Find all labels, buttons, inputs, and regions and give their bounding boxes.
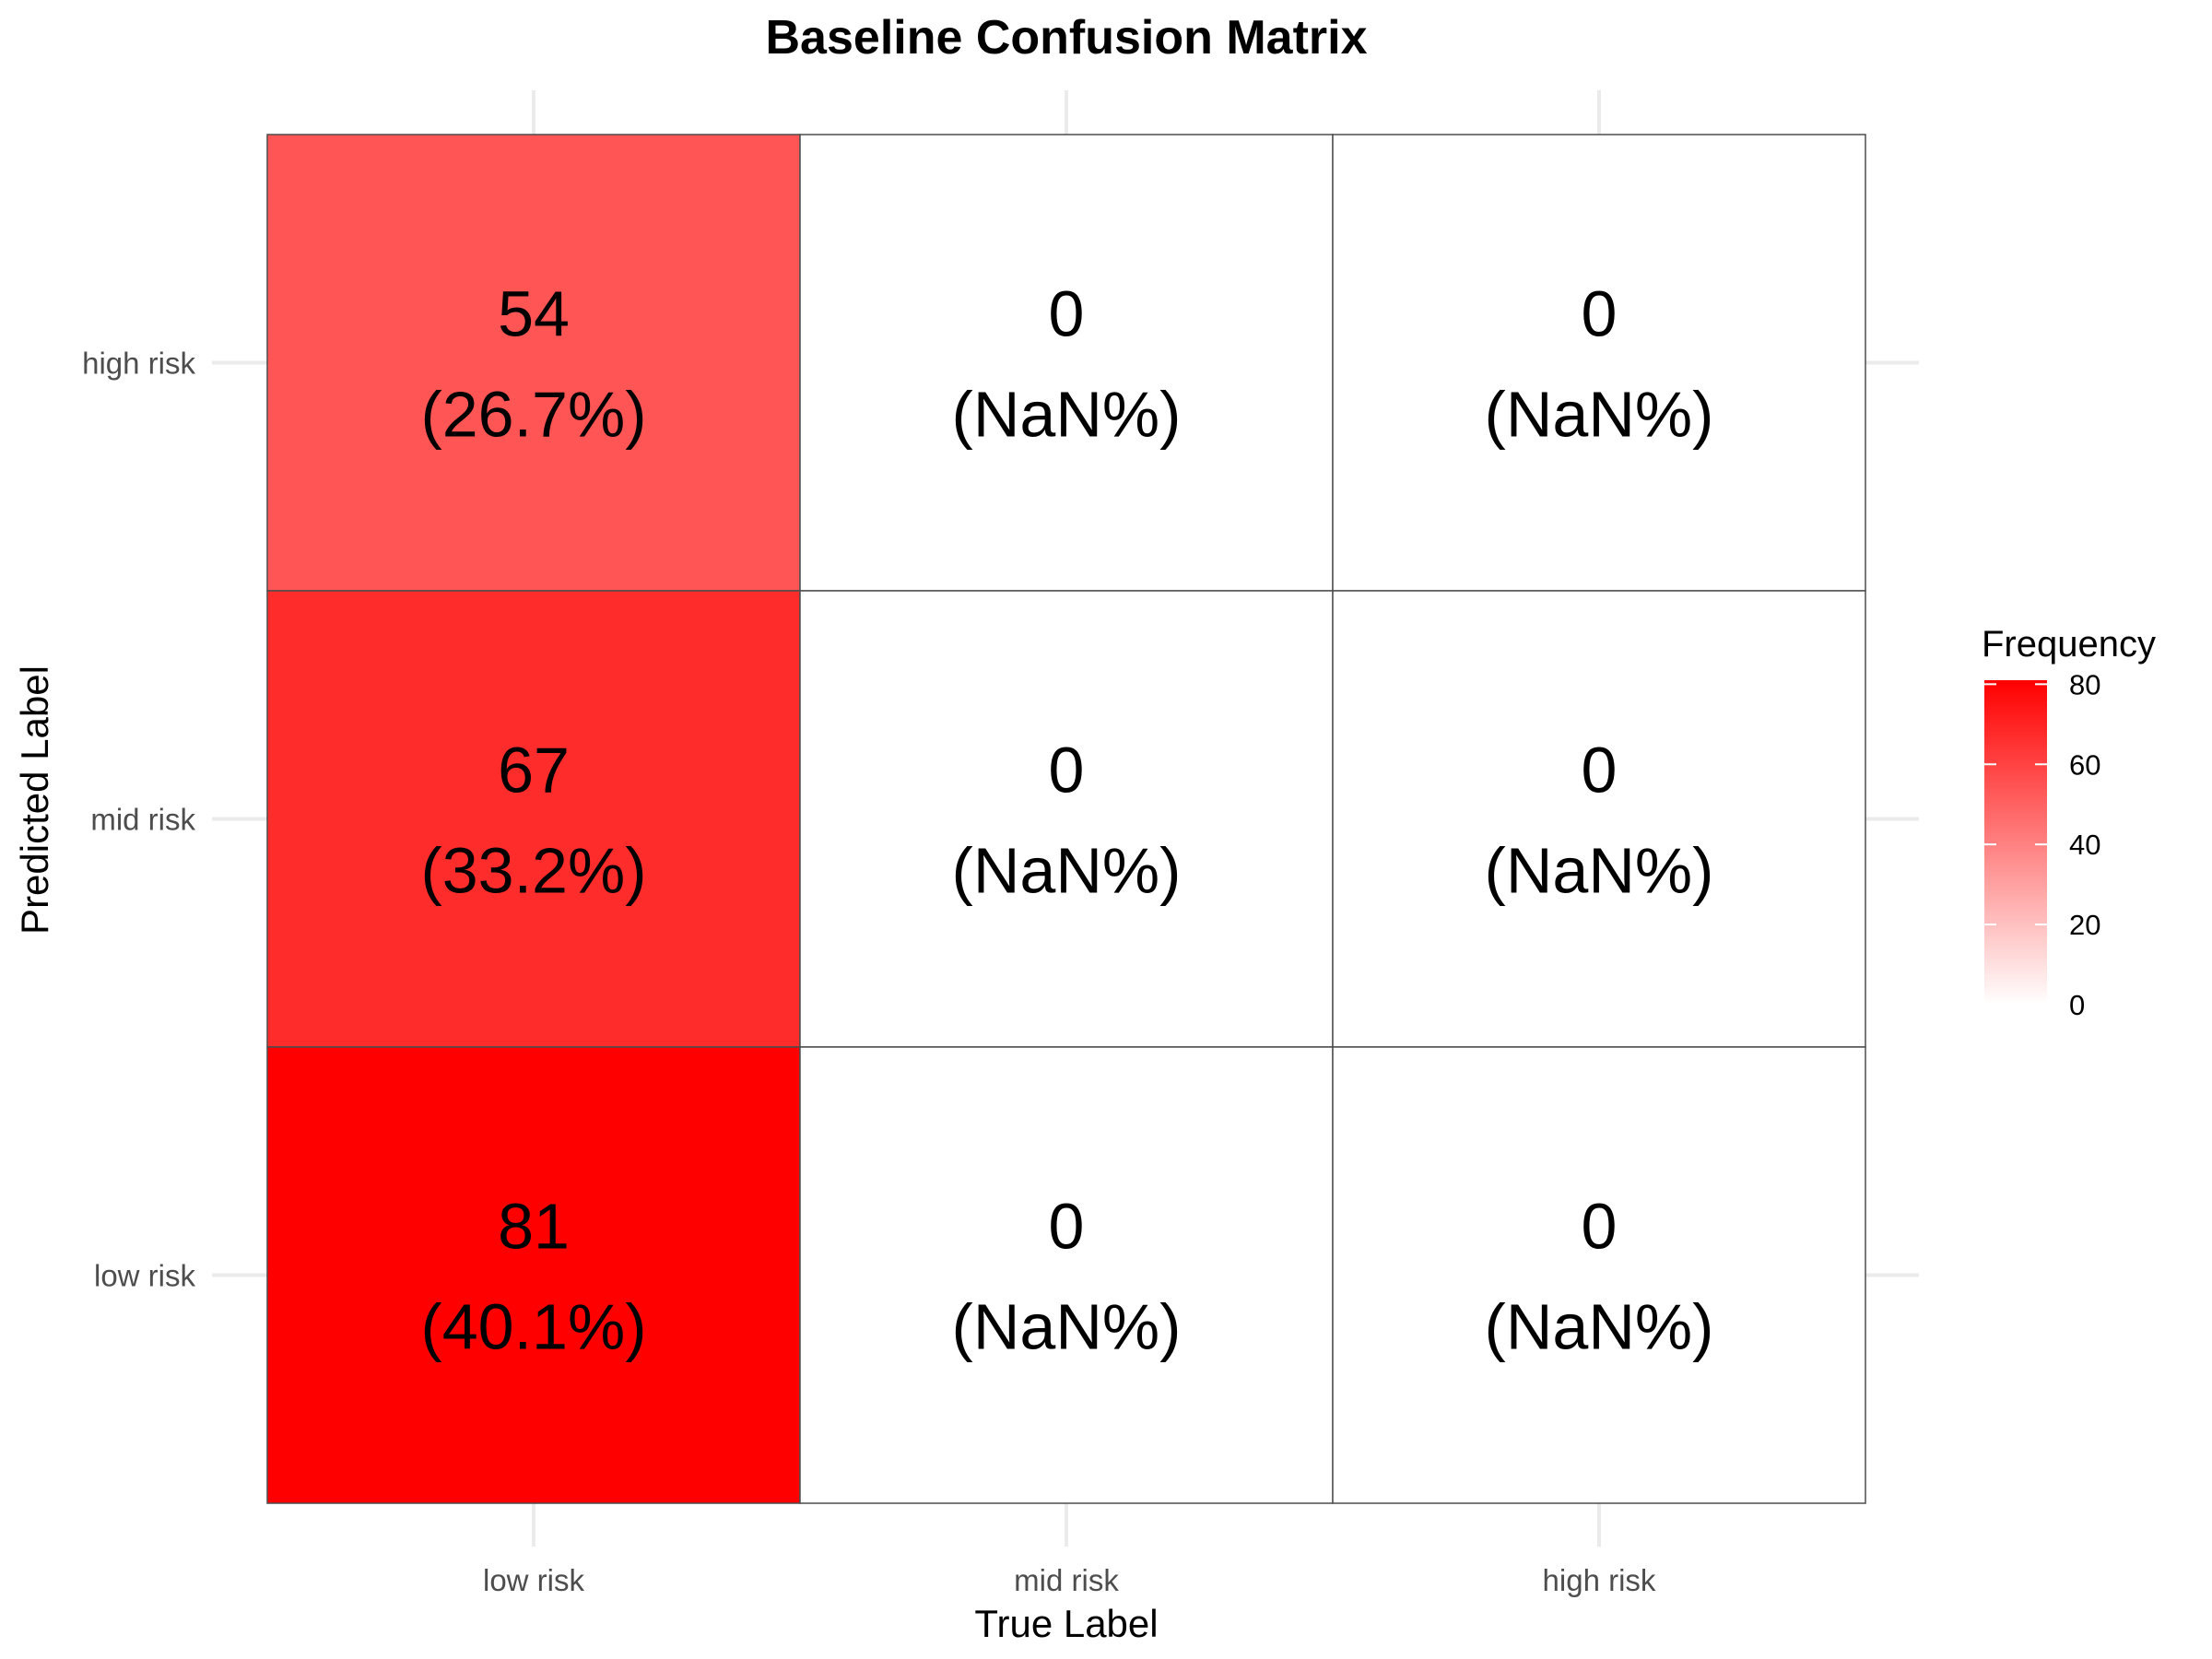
cell-count-low-risk-high-risk: 0: [1582, 1191, 1618, 1263]
x-tick-label-high-risk: high risk: [1543, 1563, 1656, 1597]
legend-color-bar: [1984, 680, 2047, 1005]
cell-count-high-risk-mid-risk: 0: [1049, 278, 1085, 350]
x-tick-label-mid-risk: mid risk: [1014, 1563, 1119, 1597]
y-tick-label-high-risk: high risk: [82, 347, 195, 381]
cell-percent-low-risk-low-risk: (40.1%): [420, 1291, 646, 1363]
legend-tick-label-20: 20: [2069, 909, 2100, 941]
legend-tick-label-0: 0: [2069, 989, 2085, 1021]
heatmap-cells: [266, 134, 1866, 1504]
y-tick-label-low-risk: low risk: [94, 1259, 196, 1293]
cell-count-mid-risk-high-risk: 0: [1582, 735, 1618, 806]
cell-high-risk-mid-risk: [799, 134, 1334, 592]
cell-high-risk-high-risk: [1332, 134, 1866, 592]
y-tick-label-mid-risk: mid risk: [90, 803, 195, 837]
chart-title: Baseline Confusion Matrix: [766, 11, 1368, 65]
cell-low-risk-mid-risk: [799, 1046, 1334, 1504]
cell-count-high-risk-low-risk: 54: [498, 278, 570, 350]
cell-percent-mid-risk-mid-risk: (NaN%): [952, 835, 1182, 907]
x-axis-ticks: low risk mid risk high risk: [483, 1563, 1656, 1597]
cell-count-high-risk-high-risk: 0: [1582, 278, 1618, 350]
cell-low-risk-low-risk: [266, 1046, 801, 1504]
legend-tick-label-60: 60: [2069, 748, 2100, 781]
cell-percent-high-risk-mid-risk: (NaN%): [952, 379, 1182, 451]
legend-tick-label-40: 40: [2069, 829, 2100, 861]
legend-title: Frequency: [1982, 624, 2156, 665]
cell-high-risk-low-risk: [266, 134, 801, 592]
cell-percent-mid-risk-high-risk: (NaN%): [1485, 835, 1714, 907]
cell-mid-risk-mid-risk: [799, 590, 1334, 1048]
y-axis-title: Predicted Label: [13, 665, 56, 935]
x-axis-title: True Label: [974, 1602, 1158, 1645]
cell-percent-high-risk-low-risk: (26.7%): [420, 379, 646, 451]
y-axis-ticks: low risk mid risk high risk: [82, 347, 195, 1293]
x-tick-label-low-risk: low risk: [483, 1563, 585, 1597]
cell-count-mid-risk-mid-risk: 0: [1049, 735, 1085, 806]
cell-count-low-risk-mid-risk: 0: [1049, 1191, 1085, 1263]
cell-percent-low-risk-mid-risk: (NaN%): [952, 1291, 1182, 1363]
legend-ticks: 0 20 40 60 80: [1984, 668, 2100, 1021]
cell-mid-risk-low-risk: [266, 590, 801, 1048]
legend-tick-label-80: 80: [2069, 668, 2100, 700]
cell-labels: 54 (26.7%) 0 (NaN%) 0 (NaN%) 67 (33.2%) 0 (NaN%) 0…: [420, 278, 1713, 1363]
cell-count-mid-risk-low-risk: 67: [498, 735, 570, 806]
cell-percent-high-risk-high-risk: (NaN%): [1485, 379, 1714, 451]
cell-percent-mid-risk-low-risk: (33.2%): [420, 835, 646, 907]
legend: Frequency 0 20 40 60 80: [1982, 624, 2156, 1021]
cell-mid-risk-high-risk: [1332, 590, 1866, 1048]
cell-percent-low-risk-high-risk: (NaN%): [1485, 1291, 1714, 1363]
cell-low-risk-high-risk: [1332, 1046, 1866, 1504]
cell-count-low-risk-low-risk: 81: [498, 1191, 570, 1263]
